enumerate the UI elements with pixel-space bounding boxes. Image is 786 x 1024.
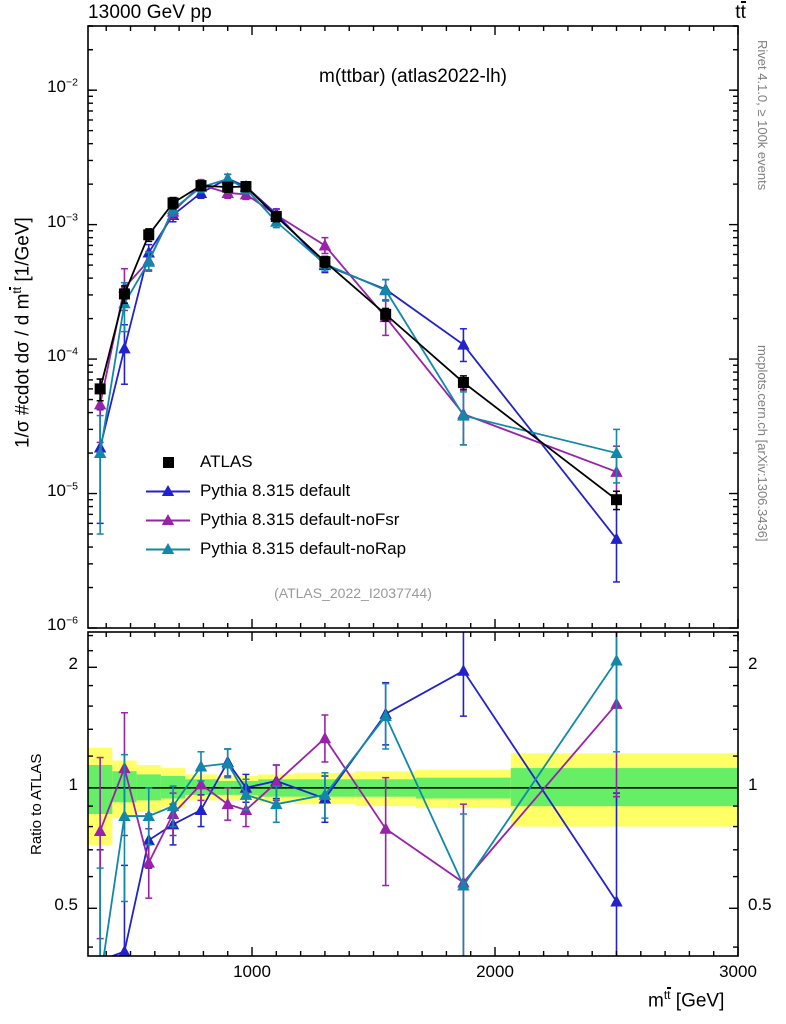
ratio-series-1-marker	[379, 822, 392, 834]
ratio-series-1-line	[99, 703, 618, 884]
x-axis-label: mtt [GeV]	[648, 987, 725, 1012]
main-series-3-marker	[610, 446, 623, 459]
ratio-series-2-marker	[610, 653, 623, 666]
ratio-series-2-line	[102, 659, 618, 956]
ratio-y-tick-label-right: 0.5	[748, 895, 772, 915]
ratio-y-tick-label-left: 0.5	[54, 895, 78, 915]
x-tick-label: 2000	[476, 962, 514, 981]
ratio-series-2-marker	[239, 788, 253, 800]
ratio-series-2-marker	[142, 809, 155, 822]
main-series-0-marker	[167, 197, 179, 209]
main-series-3-marker	[93, 446, 107, 459]
ratio-series-1-marker	[194, 777, 208, 790]
main-series-1-marker	[118, 341, 131, 354]
ratio-series-0-marker	[118, 944, 131, 956]
ratio-series-2-marker	[194, 760, 208, 772]
overline-bar	[740, 1, 746, 3]
main-series-0-marker	[143, 229, 155, 241]
ratio-series-1-marker	[318, 731, 332, 744]
main-series-2-marker	[93, 397, 107, 410]
legend-marker-triangle	[161, 514, 175, 525]
main-series-1-marker	[457, 338, 470, 350]
x-tick-label: 3000	[719, 962, 757, 981]
main-series-0-marker	[270, 210, 282, 222]
main-y-tick-label: 10−6	[47, 614, 78, 634]
ratio-series-0-marker	[194, 803, 208, 816]
main-plot-title: m(ttbar) (atlas2022-lh)	[319, 66, 507, 87]
ratio-series-0-line	[109, 669, 618, 956]
main-series-0-marker	[611, 494, 623, 506]
x-axis-label-pre: m	[648, 990, 664, 1012]
main-series-3-group	[93, 172, 623, 535]
main-panel-frame	[87, 25, 739, 629]
main-series-0-marker	[319, 256, 331, 268]
process-label: tt	[735, 1, 746, 23]
ratio-y-tick-label-right: 1	[748, 774, 758, 794]
ratio-series-1-marker	[270, 776, 283, 788]
ratio-series-1-marker	[221, 797, 234, 810]
main-series-2-group	[93, 178, 623, 504]
legend-label-1: Pythia 8.315 default	[200, 481, 351, 500]
main-series-3-line	[99, 178, 617, 454]
main-series-0-line	[99, 184, 618, 501]
main-series-2-marker	[318, 238, 332, 251]
ratio-series-2-marker	[118, 809, 131, 822]
legend-marker-triangle	[161, 543, 175, 554]
legend-label-2: Pythia 8.315 default-noFsr	[200, 510, 400, 529]
main-series-2-line	[99, 183, 617, 473]
ratio-series-2-marker	[94, 974, 106, 986]
main-series-0-marker	[457, 376, 469, 388]
ratio-series-2-marker	[379, 709, 392, 722]
main-series-0-marker	[94, 383, 106, 395]
ratio-y-tick-label-right: 2	[748, 654, 758, 674]
main-y-tick-label: 10−4	[47, 345, 78, 366]
main-series-0-marker	[195, 180, 207, 192]
main-series-0-marker	[118, 288, 130, 300]
ratio-series-1-marker	[93, 824, 107, 836]
main-series-3-marker	[379, 283, 392, 296]
main-series-3-marker	[142, 255, 155, 267]
ratio-series-2-marker	[457, 879, 470, 891]
main-series-0-group	[94, 180, 623, 511]
legend-marker-square	[163, 457, 174, 468]
main-y-tick-label: 10−3	[47, 210, 78, 231]
main-series-0-marker	[380, 308, 392, 320]
x-tick-label: 1000	[233, 962, 271, 981]
main-series-0-marker	[240, 181, 252, 193]
legend-marker-triangle	[161, 485, 175, 496]
legend-label-3: Pythia 8.315 default-noRap	[200, 539, 407, 558]
main-y-tick-label: 10−2	[47, 76, 78, 97]
beam-energy-label: 13000 GeV pp	[88, 2, 212, 23]
main-series-0-marker	[222, 181, 234, 193]
ratio-series-1-marker	[142, 856, 155, 868]
ratio-series-2-marker	[318, 788, 332, 800]
main-series-1-marker	[610, 532, 623, 544]
ratio-series-2-marker	[166, 799, 180, 812]
ratio-y-tick-label-left: 1	[68, 774, 78, 794]
ratio-series-2-marker	[221, 756, 234, 769]
ratio-series-2-marker	[270, 797, 283, 810]
main-series-1-line	[99, 177, 618, 540]
process-label-text: t	[735, 2, 741, 23]
main-series-3-marker	[221, 172, 234, 185]
dataset-watermark: (ATLAS_2022_I2037744)	[274, 585, 432, 601]
legend-label-0: ATLAS	[200, 452, 253, 471]
main-series-3-marker	[457, 409, 470, 421]
ratio-series-0-marker	[610, 894, 623, 907]
ratio-y-tick-label-left: 2	[68, 654, 78, 674]
x-axis-label-post: [GeV]	[670, 990, 725, 1012]
ratio-series-0-marker	[457, 664, 470, 676]
ratio-panel-frame	[87, 631, 739, 957]
main-y-tick-label: 10−5	[47, 479, 78, 500]
ratio-series-2-group	[94, 632, 623, 986]
